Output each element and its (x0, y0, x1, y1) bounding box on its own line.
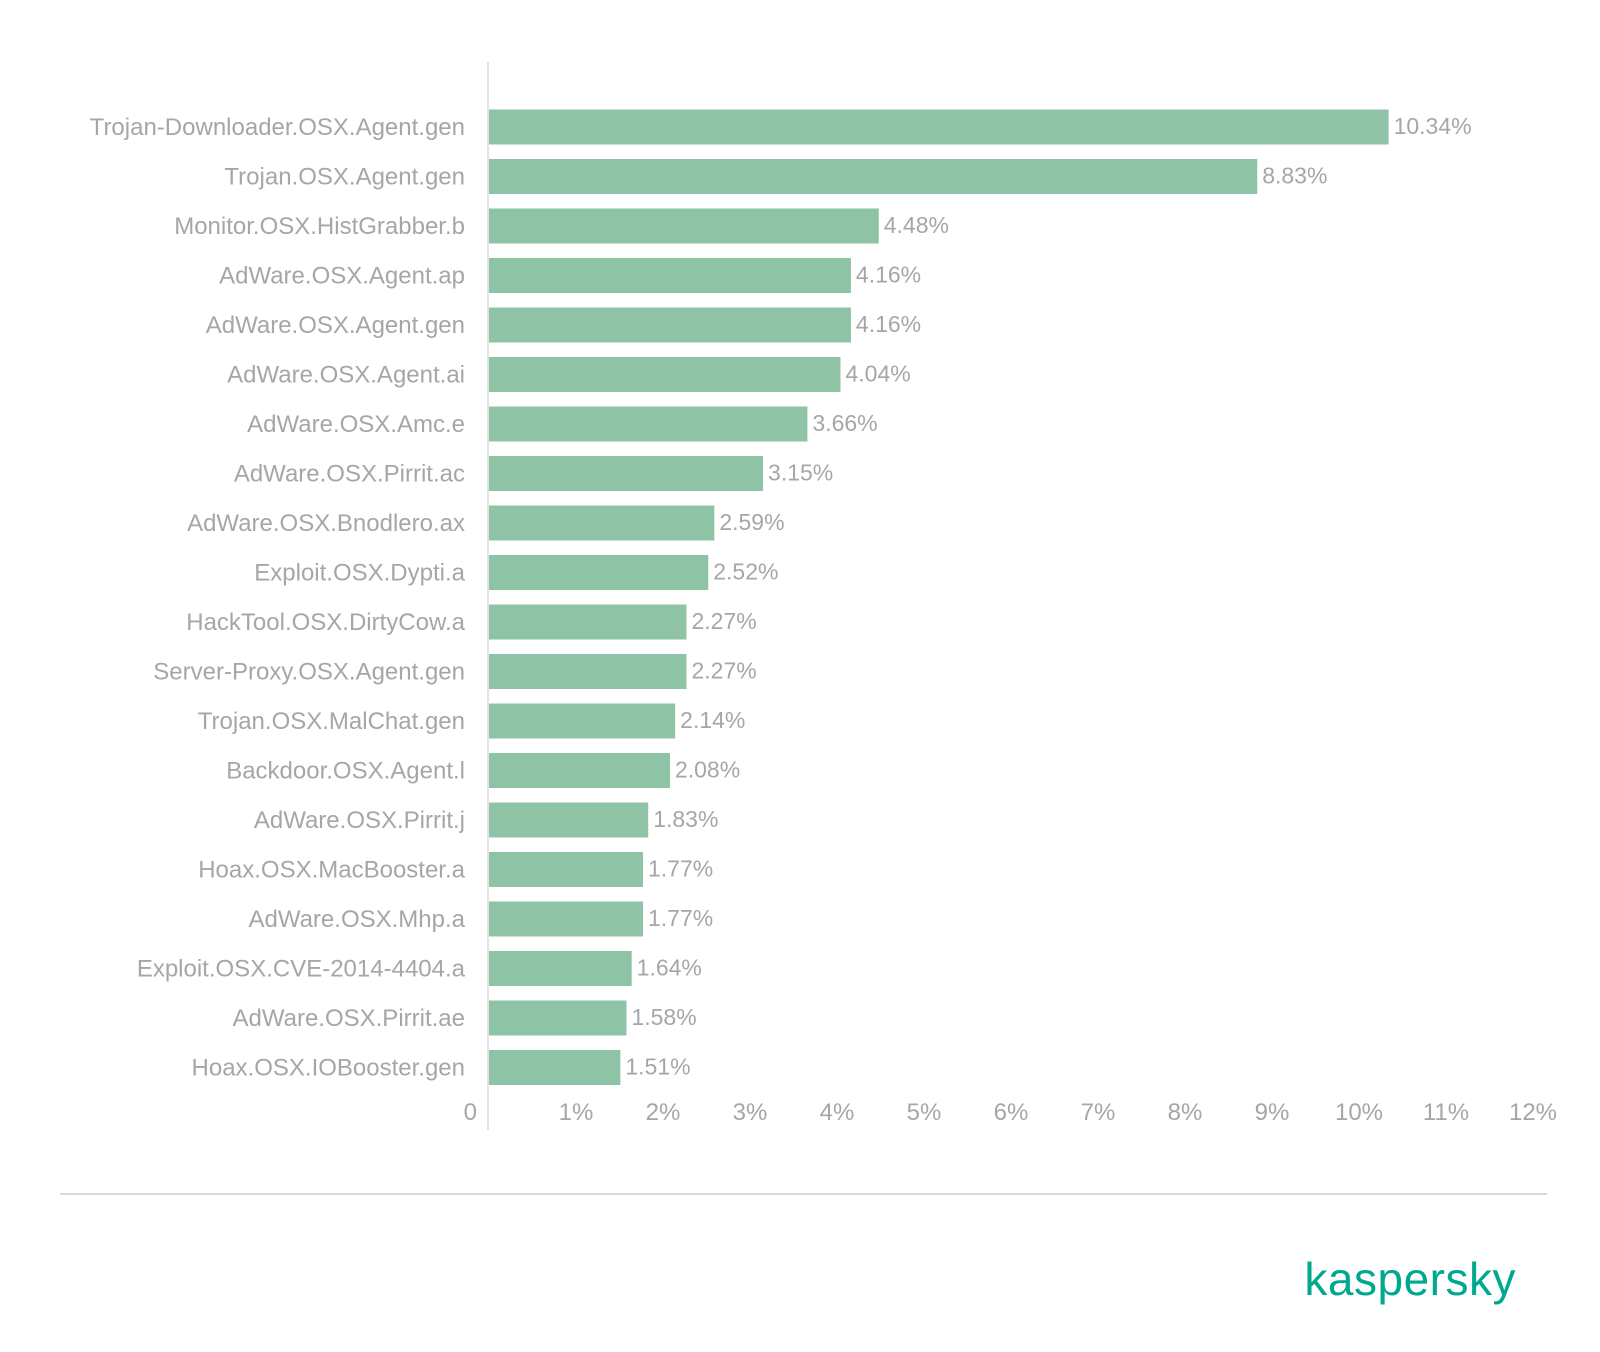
x-tick-label-6: 6% (994, 1099, 1029, 1126)
bar-adware-osx-mhp-a (489, 901, 643, 937)
bar-exploit-osx-dypti-a (489, 555, 709, 590)
x-tick-label-10: 10% (1335, 1099, 1383, 1126)
category-label-adware-osx-pirrit-ae: AdWare.OSX.Pirrit.ae (232, 1005, 465, 1032)
category-label-exploit-osx-dypti-a: Exploit.OSX.Dypti.a (254, 560, 465, 587)
bar-group (489, 109, 1389, 1085)
value-label-monitor-osx-histgrabber-b: 4.48% (884, 212, 949, 238)
value-label-server-proxy-osx-agent-gen: 2.27% (691, 658, 756, 684)
x-tick-label-12: 12% (1509, 1099, 1557, 1126)
category-label-backdoor-osx-agent-l: Backdoor.OSX.Agent.l (226, 758, 465, 785)
category-label-adware-osx-pirrit-ac: AdWare.OSX.Pirrit.ac (234, 461, 465, 488)
category-label-adware-osx-agent-ai: AdWare.OSX.Agent.ai (227, 362, 465, 389)
value-label-hoax-osx-iobooster-gen: 1.51% (625, 1054, 690, 1080)
bar-adware-osx-agent-gen (489, 307, 851, 343)
value-label-adware-osx-pirrit-ac: 3.15% (768, 460, 833, 486)
x-tick-label-group: 0 1% 2% 3% 4% 5% 6% 7% 8% 9% 10% 11% 12% (464, 1099, 1557, 1126)
value-label-trojan-osx-agent-gen: 8.83% (1262, 163, 1327, 189)
x-tick-label-7: 7% (1081, 1099, 1116, 1126)
value-label-adware-osx-amc-e: 3.66% (812, 410, 877, 436)
bar-backdoor-osx-agent-l (489, 753, 670, 788)
value-label-hacktool-osx-dirtycow-a: 2.27% (691, 608, 756, 634)
bar-trojan-osx-agent-gen (489, 159, 1258, 194)
category-label-adware-osx-bnodlero-ax: AdWare.OSX.Bnodlero.ax (187, 510, 465, 537)
x-tick-label-3: 3% (733, 1099, 768, 1126)
footer-divider (60, 1193, 1547, 1195)
value-label-hoax-osx-macbooster-a: 1.77% (648, 856, 713, 882)
value-label-group: 10.34% 8.83% 4.48% 4.16% 4.16% 4.04% 3.66% 3.15… (625, 113, 1471, 1080)
bar-adware-osx-pirrit-j (489, 802, 649, 838)
bar-adware-osx-pirrit-ac (489, 456, 764, 491)
value-label-trojan-osx-malchat-gen: 2.14% (680, 707, 745, 733)
category-label-trojan-downloader-osx-agent-gen: Trojan-Downloader.OSX.Agent.gen (90, 114, 465, 141)
bar-adware-osx-pirrit-ae (489, 1000, 627, 1036)
x-tick-label-1: 1% (559, 1099, 594, 1126)
bar-exploit-osx-cve-2014-4404-a (489, 951, 632, 986)
category-label-adware-osx-agent-ap: AdWare.OSX.Agent.ap (219, 263, 465, 290)
bar-trojan-osx-malchat-gen (489, 703, 676, 739)
x-tick-label-2: 2% (646, 1099, 681, 1126)
value-label-exploit-osx-dypti-a: 2.52% (713, 559, 778, 585)
category-label-exploit-osx-cve-2014-4404-a: Exploit.OSX.CVE-2014-4404.a (137, 956, 466, 983)
x-tick-label-0: 0 (464, 1099, 477, 1126)
category-label-hoax-osx-iobooster-gen: Hoax.OSX.IOBooster.gen (192, 1055, 465, 1082)
category-label-trojan-osx-agent-gen: Trojan.OSX.Agent.gen (224, 164, 465, 191)
bar-server-proxy-osx-agent-gen (489, 654, 687, 689)
x-tick-label-5: 5% (907, 1099, 942, 1126)
value-label-exploit-osx-cve-2014-4404-a: 1.64% (637, 955, 702, 981)
x-tick-label-11: 11% (1423, 1099, 1469, 1126)
kaspersky-logo: kaspersky (1304, 1253, 1516, 1305)
x-tick-label-9: 9% (1255, 1099, 1290, 1126)
bar-hoax-osx-macbooster-a (489, 852, 643, 887)
category-label-hacktool-osx-dirtycow-a: HackTool.OSX.DirtyCow.a (186, 609, 465, 636)
bar-chart: Trojan-Downloader.OSX.Agent.gen Trojan.OS… (90, 62, 1557, 1130)
bar-hoax-osx-iobooster-gen (489, 1050, 621, 1085)
bar-hacktool-osx-dirtycow-a (489, 604, 687, 640)
category-label-server-proxy-osx-agent-gen: Server-Proxy.OSX.Agent.gen (153, 659, 465, 686)
x-tick-label-4: 4% (820, 1099, 855, 1126)
category-label-group: Trojan-Downloader.OSX.Agent.gen Trojan.OS… (90, 114, 466, 1082)
category-label-adware-osx-agent-gen: AdWare.OSX.Agent.gen (206, 312, 465, 339)
bar-adware-osx-agent-ap (489, 258, 851, 293)
bar-trojan-downloader-osx-agent-gen (489, 109, 1389, 145)
value-label-adware-osx-agent-ai: 4.04% (845, 361, 910, 387)
category-label-adware-osx-amc-e: AdWare.OSX.Amc.e (247, 411, 465, 438)
bar-adware-osx-bnodlero-ax (489, 505, 715, 541)
category-label-trojan-osx-malchat-gen: Trojan.OSX.MalChat.gen (198, 708, 465, 735)
value-label-adware-osx-mhp-a: 1.77% (648, 905, 713, 931)
category-label-adware-osx-pirrit-j: AdWare.OSX.Pirrit.j (254, 807, 465, 834)
value-label-adware-osx-bnodlero-ax: 2.59% (719, 509, 784, 535)
category-label-monitor-osx-histgrabber-b: Monitor.OSX.HistGrabber.b (174, 213, 465, 240)
value-label-backdoor-osx-agent-l: 2.08% (675, 757, 740, 783)
value-label-adware-osx-pirrit-j: 1.83% (653, 806, 718, 832)
bar-adware-osx-amc-e (489, 406, 808, 442)
x-tick-label-8: 8% (1168, 1099, 1203, 1126)
category-label-hoax-osx-macbooster-a: Hoax.OSX.MacBooster.a (198, 857, 465, 884)
category-label-adware-osx-mhp-a: AdWare.OSX.Mhp.a (248, 906, 465, 933)
bar-monitor-osx-histgrabber-b (489, 208, 879, 244)
value-label-adware-osx-pirrit-ae: 1.58% (631, 1004, 696, 1030)
value-label-adware-osx-agent-gen: 4.16% (856, 311, 921, 337)
bar-adware-osx-agent-ai (489, 357, 841, 392)
value-label-adware-osx-agent-ap: 4.16% (856, 262, 921, 288)
value-label-trojan-downloader-osx-agent-gen: 10.34% (1394, 113, 1472, 139)
